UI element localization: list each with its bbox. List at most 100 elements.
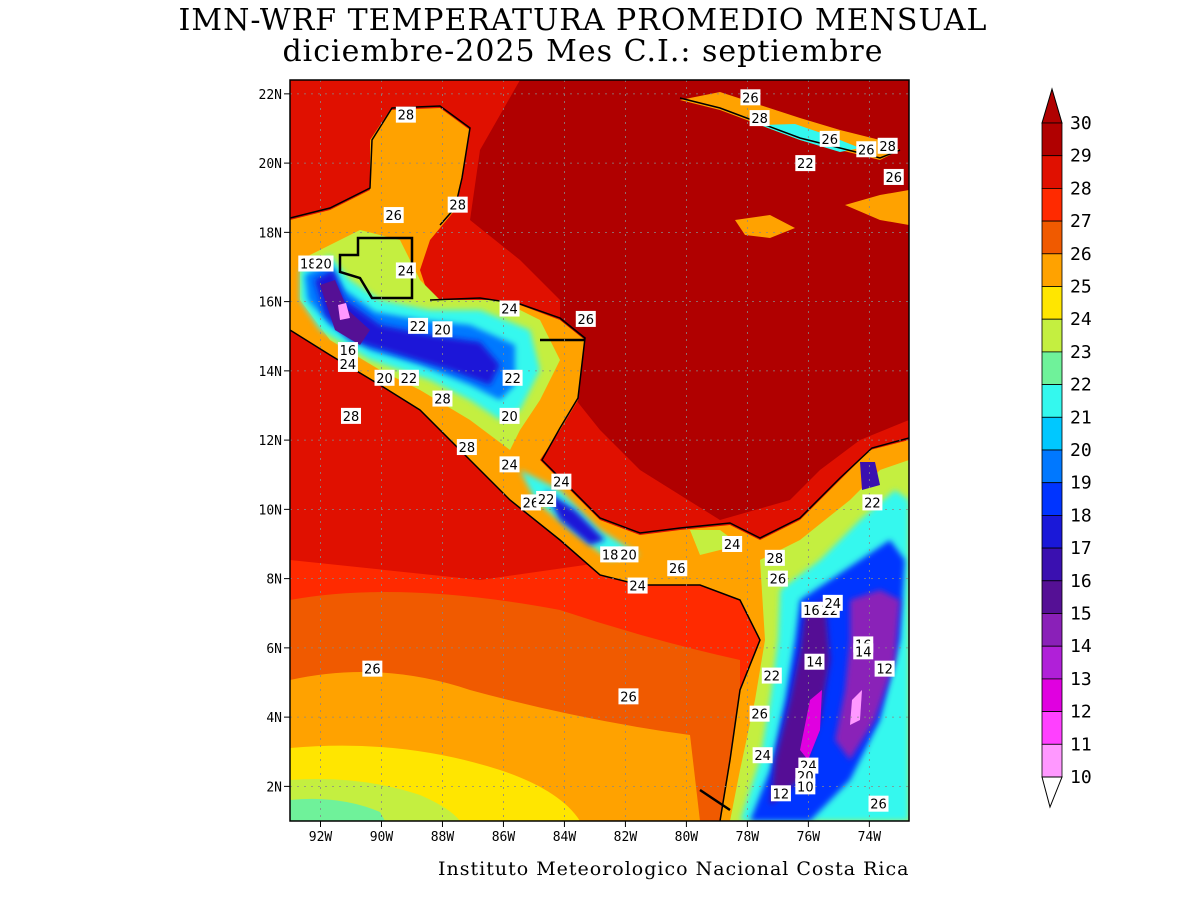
colorbar-label: 10 <box>1070 767 1092 788</box>
chart-title-line2: diciembre-2025 Mes C.I.: septiembre <box>282 34 884 69</box>
svg-text:26: 26 <box>751 708 768 723</box>
lat-tick-label: 10N <box>259 503 282 518</box>
contour-label: 14 <box>853 643 874 660</box>
contour-label: 26 <box>749 705 770 723</box>
svg-text:26: 26 <box>578 313 595 328</box>
colorbar-label: 15 <box>1070 604 1092 625</box>
colorbar-swatch <box>1041 187 1063 222</box>
lat-tick-label: 8N <box>266 573 282 588</box>
contour-label: 26 <box>819 130 840 148</box>
svg-text:28: 28 <box>398 109 415 124</box>
colorbar-label: 12 <box>1070 702 1092 723</box>
svg-text:26: 26 <box>858 143 875 158</box>
contour-label: 10 <box>795 778 816 795</box>
contour-label: 24 <box>822 594 843 612</box>
contour-label: 26 <box>362 660 383 678</box>
pacific-22-field <box>290 798 385 821</box>
svg-text:14: 14 <box>806 656 823 671</box>
svg-text:22: 22 <box>410 320 427 335</box>
svg-text:18: 18 <box>300 258 317 273</box>
contour-label: 20 <box>499 407 520 425</box>
lon-tick-label: 92W <box>309 830 333 845</box>
svg-text:28: 28 <box>751 112 768 127</box>
lat-tick-label: 14N <box>259 365 282 380</box>
credit-text: Instituto Meteorologico Nacional Costa R… <box>438 858 910 880</box>
contour-label: 28 <box>340 407 361 425</box>
colorbar-swatch <box>1041 482 1063 516</box>
svg-text:20: 20 <box>376 372 393 387</box>
lon-tick-label: 82W <box>614 830 638 845</box>
svg-text:26: 26 <box>523 496 540 511</box>
svg-text:28: 28 <box>449 199 466 214</box>
svg-text:22: 22 <box>538 493 555 508</box>
svg-text:24: 24 <box>629 580 646 595</box>
colorbar-swatch <box>1041 416 1063 451</box>
colorbar-swatch <box>1041 645 1063 680</box>
svg-text:24: 24 <box>824 597 841 612</box>
colorbar-swatch <box>1041 318 1063 353</box>
colorbar-swatch <box>1041 678 1063 713</box>
lat-tick-label: 16N <box>259 296 282 311</box>
colorbar-swatch <box>1041 122 1063 157</box>
contour-label: 26 <box>767 570 788 588</box>
svg-text:24: 24 <box>501 303 518 318</box>
colorbar-label: 22 <box>1070 375 1092 396</box>
lat-tick-label: 4N <box>266 711 282 726</box>
contour-label: 26 <box>667 560 688 577</box>
svg-text:26: 26 <box>364 663 381 678</box>
contour-label: 28 <box>764 549 785 567</box>
contour-label: 24 <box>337 355 358 373</box>
contour-label: 26 <box>856 141 877 158</box>
contour-label: 24 <box>752 747 773 764</box>
svg-text:26: 26 <box>821 133 838 148</box>
contour-label: 20 <box>618 546 639 563</box>
svg-text:28: 28 <box>459 441 476 456</box>
svg-text:16: 16 <box>340 344 357 359</box>
contour-label: 26 <box>383 207 404 224</box>
svg-text:18: 18 <box>602 548 619 563</box>
colorbar-label: 27 <box>1070 211 1092 232</box>
svg-text:26: 26 <box>385 209 402 224</box>
graticule <box>290 80 909 821</box>
lon-tick-label: 80W <box>675 830 699 845</box>
talamanca-17 <box>545 490 605 545</box>
colorbar-label: 24 <box>1070 309 1092 330</box>
contour-label: 24 <box>627 577 648 595</box>
colorbar-swatch <box>1041 580 1063 614</box>
contour-label: 16 <box>801 601 822 619</box>
svg-text:24: 24 <box>340 358 357 373</box>
contour-label: 26 <box>868 795 889 813</box>
svg-text:28: 28 <box>767 552 784 567</box>
axis-ticks: 22N 20N 18N 16N 14N 12N 10N 8N 6N 4N 2N 92W 90W 88W 86… <box>259 88 882 845</box>
lat-tick-label: 20N <box>259 157 282 172</box>
lon-tick-label: 84W <box>553 830 577 845</box>
svg-text:24: 24 <box>553 476 570 491</box>
svg-text:22: 22 <box>401 372 418 387</box>
colorbar-label: 23 <box>1070 342 1092 363</box>
colorbar-swatch <box>1041 743 1063 778</box>
svg-text:20: 20 <box>315 258 332 273</box>
svg-text:24: 24 <box>754 749 771 764</box>
svg-text:26: 26 <box>669 562 686 577</box>
colorbar-swatch <box>1041 286 1063 320</box>
svg-text:16: 16 <box>803 604 820 619</box>
contour-label: 14 <box>804 653 825 671</box>
lat-tick-label: 18N <box>259 226 282 241</box>
svg-text:22: 22 <box>504 372 521 387</box>
contour-label: 16 <box>337 342 358 359</box>
lat-tick-label: 6N <box>266 642 282 657</box>
contour-label: 12 <box>874 660 895 678</box>
colorbar-swatch <box>1041 220 1063 255</box>
svg-text:26: 26 <box>742 91 759 106</box>
caribbean-warm-field <box>470 80 909 520</box>
contour-label: 26 <box>520 494 541 511</box>
santa-marta-16 <box>860 462 880 490</box>
coastlines <box>290 97 909 821</box>
svg-text:24: 24 <box>724 538 741 553</box>
contour-label: 24 <box>499 456 520 473</box>
contour-label: 22 <box>761 667 782 685</box>
svg-text:26: 26 <box>870 798 887 813</box>
contour-label: 22 <box>795 155 816 172</box>
